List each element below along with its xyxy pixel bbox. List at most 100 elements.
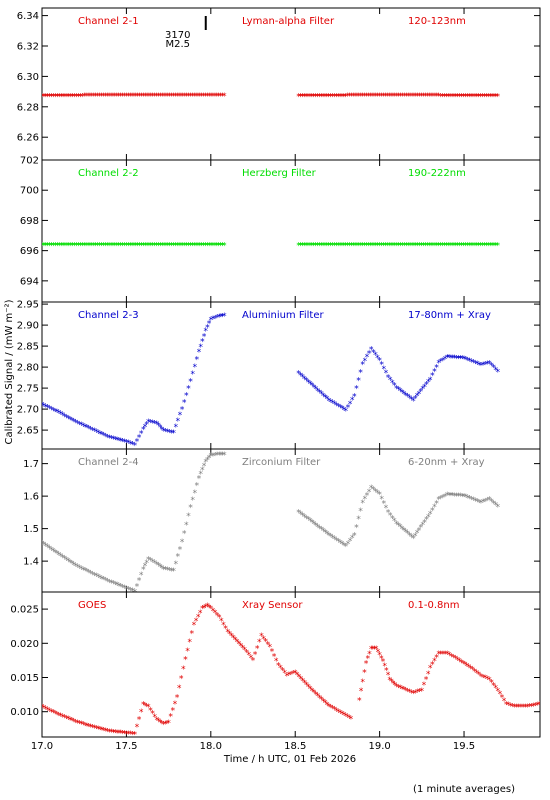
data-point: * — [482, 497, 487, 507]
data-point: * — [105, 433, 110, 443]
data-point: * — [130, 587, 135, 597]
data-point: * — [252, 651, 257, 661]
data-point: * — [88, 425, 93, 435]
data-point: * — [108, 242, 113, 252]
data-point: * — [84, 722, 89, 732]
flare-marker: 3170 M2.5 — [165, 16, 207, 50]
data-point: * — [349, 242, 354, 252]
data-point: * — [56, 551, 61, 561]
data-point: * — [154, 92, 159, 102]
data-point: * — [382, 662, 387, 672]
y-tick-label: 0.020 — [10, 639, 39, 650]
data-point: * — [422, 383, 427, 393]
data-point: * — [467, 495, 472, 505]
data-point: * — [148, 92, 153, 102]
data-point: * — [135, 242, 140, 252]
data-point: * — [223, 624, 228, 634]
data-point: * — [489, 498, 494, 508]
data-point: * — [499, 694, 504, 704]
data-point: * — [533, 702, 538, 712]
data-point: * — [508, 702, 513, 712]
data-point: * — [413, 92, 418, 102]
data-point: * — [248, 654, 253, 664]
data-point: * — [99, 242, 104, 252]
data-point: * — [345, 242, 350, 252]
panel-channel-label: Channel 2-2 — [78, 168, 139, 179]
data-point: * — [432, 242, 437, 252]
data-point: * — [250, 657, 255, 667]
data-point: * — [120, 729, 125, 739]
data-series-ch21-0: ****************************************… — [42, 92, 227, 102]
y-tick-label: 1.7 — [23, 459, 39, 470]
data-point: * — [407, 531, 412, 541]
data-point: * — [328, 704, 333, 714]
data-point: * — [358, 369, 363, 379]
data-point: * — [476, 498, 481, 508]
data-point: * — [440, 92, 445, 102]
data-point: * — [157, 563, 162, 573]
data-point: * — [504, 700, 509, 710]
data-point: * — [401, 526, 406, 536]
data-point: * — [396, 521, 401, 531]
data-point: * — [152, 242, 157, 252]
data-point: * — [369, 242, 374, 252]
data-point: * — [491, 93, 496, 103]
data-point: * — [203, 327, 208, 337]
data-point: * — [434, 242, 439, 252]
data-point: * — [430, 242, 435, 252]
data-point: * — [308, 685, 313, 695]
data-point: * — [482, 92, 487, 102]
data-point: * — [422, 518, 427, 528]
data-point: * — [339, 540, 344, 550]
data-point: * — [143, 92, 148, 102]
data-point: * — [426, 513, 431, 523]
data-point: * — [60, 411, 65, 421]
data-point: * — [206, 320, 211, 330]
data-point: * — [186, 512, 191, 522]
data-point: * — [478, 499, 483, 509]
data-point: * — [487, 242, 492, 252]
data-point: * — [403, 391, 408, 401]
data-point: * — [174, 694, 179, 704]
data-point: * — [78, 242, 83, 252]
data-point: * — [142, 562, 147, 572]
data-point: * — [300, 512, 305, 522]
data-point: * — [154, 420, 159, 430]
data-point: * — [122, 438, 127, 448]
data-point: * — [175, 242, 180, 252]
data-point: * — [66, 92, 71, 102]
data-point: * — [293, 669, 298, 679]
data-point: * — [194, 355, 199, 365]
data-point: * — [101, 432, 106, 442]
data-point: * — [66, 715, 71, 725]
data-point: * — [456, 492, 461, 502]
data-point: * — [461, 492, 466, 502]
data-point: * — [455, 92, 460, 102]
data-point: * — [255, 644, 260, 654]
data-point: * — [51, 547, 56, 557]
data-point: * — [478, 672, 483, 682]
data-point: * — [352, 531, 357, 541]
data-point: * — [201, 462, 206, 472]
data-point: * — [375, 354, 380, 364]
data-point: * — [163, 720, 168, 730]
data-point: * — [193, 92, 198, 102]
data-point: * — [338, 709, 343, 719]
data-point: * — [136, 433, 141, 443]
data-point: * — [394, 683, 399, 693]
data-point: * — [482, 361, 487, 371]
data-point: * — [189, 630, 194, 640]
data-point: * — [385, 242, 390, 252]
data-point: * — [379, 495, 384, 505]
data-point: * — [480, 673, 485, 683]
data-point: * — [77, 719, 82, 729]
data-point: * — [377, 651, 382, 661]
panel-ch23: 2.65 2.70 2.75 2.80 2.85 2.90 2.95 Channel 2-3 A… — [17, 300, 541, 450]
data-point: * — [409, 395, 414, 405]
data-point: * — [186, 384, 191, 394]
data-point: * — [298, 93, 303, 103]
data-point: * — [82, 567, 87, 577]
data-point: * — [323, 394, 328, 404]
data-point: * — [222, 242, 227, 252]
data-point: * — [43, 92, 48, 102]
